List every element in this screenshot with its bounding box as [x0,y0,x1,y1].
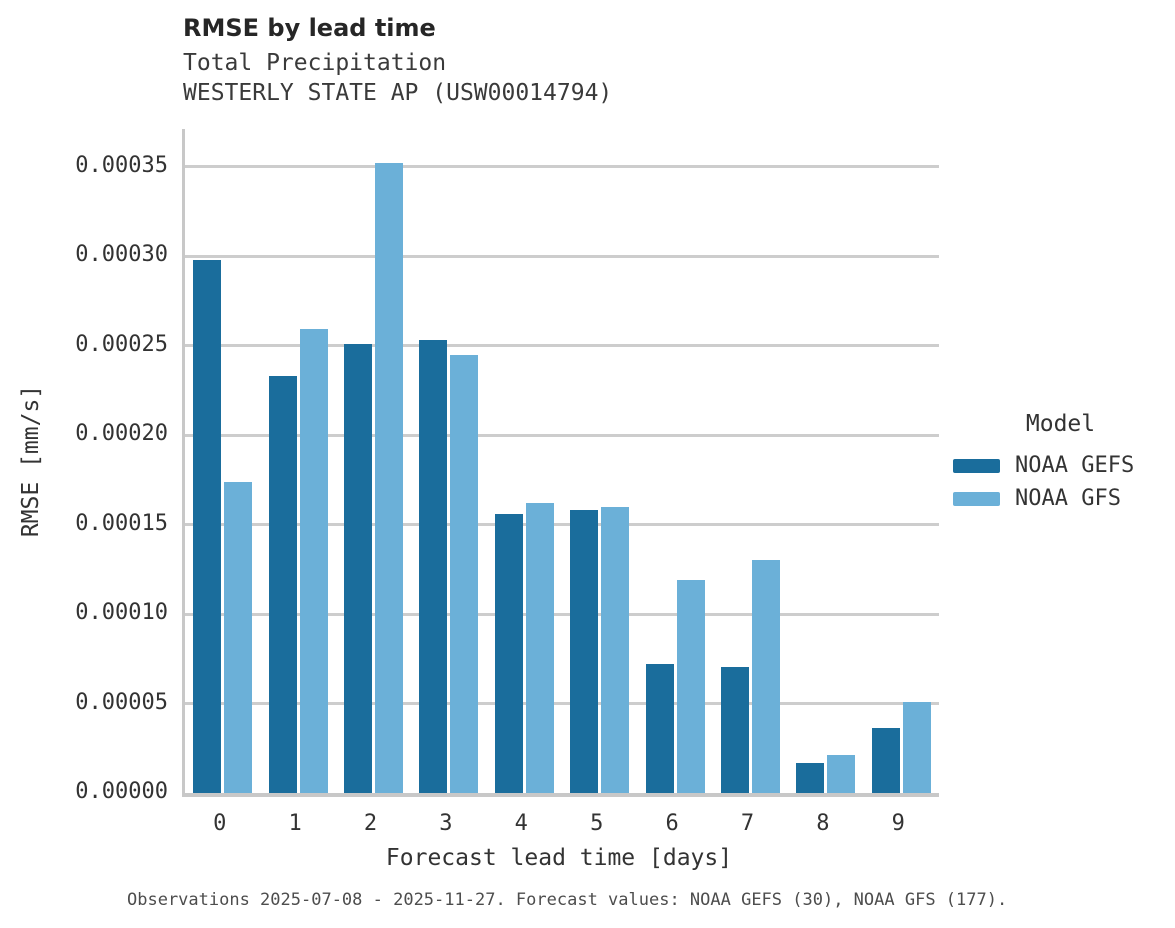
bar-group-day-3 [419,129,479,793]
bar-group-day-7 [721,129,780,793]
bar [796,763,825,793]
bar [902,701,931,793]
x-tick-label: 4 [514,811,528,836]
plot-area [182,129,939,797]
gridline [185,612,939,616]
bar [871,727,900,793]
gridline [185,254,939,258]
legend-item-label: NOAA GEFS [1015,453,1135,478]
x-tick-label: 6 [665,811,679,836]
gridline [185,344,939,348]
gridline [185,433,939,437]
x-tick-label: 8 [816,811,830,836]
bar-group-day-1 [268,129,328,793]
bar [827,755,856,793]
legend-item-label: NOAA GFS [1015,486,1121,511]
x-axis-label: Forecast lead time [days] [385,845,733,871]
bar [645,664,674,793]
bar [721,666,749,793]
bar-group-day-0 [193,129,253,793]
bar [299,329,328,793]
legend-item: NOAA GEFS [953,449,1168,482]
chart-subtitle-variable: Total Precipitation [183,50,447,76]
bar-group-day-6 [645,129,705,793]
y-axis-label: RMSE [mm/s] [18,384,44,538]
y-tick-label: 0.00000 [75,779,168,804]
bar [450,354,479,793]
x-tick-label: 2 [363,811,378,836]
bar-group-day-2 [344,129,403,793]
chart-title: RMSE by lead time [183,14,436,42]
bar [494,513,523,793]
gridline [185,523,939,527]
x-tick-label: 3 [439,811,453,836]
gridline [185,165,939,169]
bar [601,506,630,793]
legend-swatch-icon [953,458,1000,473]
chart-subtitle-station: WESTERLY STATE AP (USW00014794) [183,80,613,106]
bar-group-day-4 [494,129,554,793]
legend-item: NOAA GFS [953,482,1168,515]
y-tick-label: 0.00015 [75,510,168,536]
x-tick-label: 9 [891,811,905,836]
bar [525,503,554,793]
y-tick-label: 0.00035 [75,152,168,178]
x-tick-label: 0 [213,811,227,836]
legend-title: Model [1025,411,1096,437]
bar [375,163,403,793]
y-tick-label: 0.00020 [75,421,168,447]
y-tick-label: 0.00010 [75,600,168,626]
gridline [185,702,939,706]
bar [268,376,297,793]
bar [752,560,780,793]
bar-group-day-9 [871,129,931,793]
x-tick-label: 1 [288,811,302,836]
footer-caption: Observations 2025-07-08 - 2025-11-27. Fo… [127,890,1008,910]
bar [676,580,705,793]
x-tick-label: 5 [590,811,604,836]
x-tick-label: 7 [740,811,755,836]
legend: Model NOAA GEFS NOAA GFS [953,411,1168,515]
bar-group-day-5 [570,129,630,793]
bar [344,343,372,793]
bar [419,340,448,793]
bar [224,481,253,793]
y-tick-label: 0.00025 [75,331,168,357]
legend-swatch-icon [953,491,1000,506]
y-tick-label: 0.00030 [75,242,168,268]
legend-items: NOAA GEFS NOAA GFS [953,449,1168,515]
bar [570,510,599,793]
bar-group-day-8 [796,129,856,793]
bar [193,259,222,793]
y-tick-label: 0.00005 [75,689,168,715]
